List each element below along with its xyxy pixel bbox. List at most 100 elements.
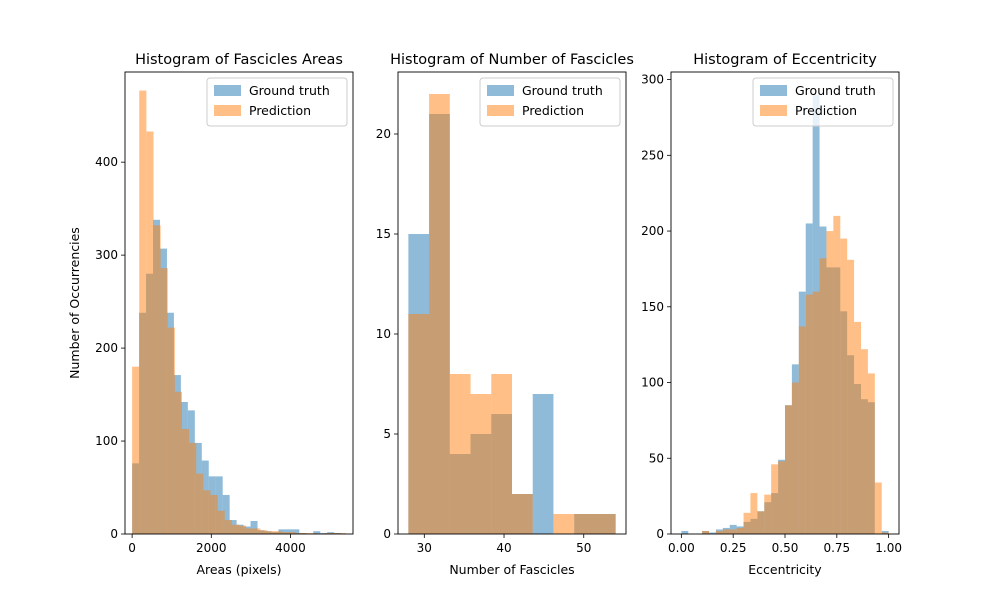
legend-swatch bbox=[760, 105, 787, 116]
histogram-bar bbox=[167, 327, 175, 534]
histogram-bar bbox=[771, 464, 779, 534]
histogram-bar bbox=[861, 349, 868, 534]
histogram-bar bbox=[750, 493, 758, 534]
histogram-bar bbox=[132, 366, 140, 534]
histogram-bar bbox=[281, 532, 289, 534]
histogram-bar bbox=[260, 530, 268, 534]
histogram-bar bbox=[594, 514, 616, 534]
legend-box bbox=[752, 77, 894, 127]
histogram-bar bbox=[785, 405, 792, 534]
histogram-bar bbox=[303, 533, 311, 534]
x-tick-label: 0.25 bbox=[720, 541, 747, 555]
x-tick-label: 30 bbox=[417, 541, 432, 555]
y-tick-label: 200 bbox=[641, 224, 664, 238]
histogram-bar bbox=[313, 531, 321, 534]
series-prediction-bars bbox=[132, 90, 346, 534]
legend-swatch bbox=[214, 85, 241, 96]
y-tick-label: 250 bbox=[641, 148, 664, 162]
y-tick-label: 0 bbox=[110, 527, 118, 541]
histogram-bar bbox=[253, 528, 261, 534]
histogram-bar bbox=[491, 374, 512, 534]
y-tick-label: 0 bbox=[656, 527, 664, 541]
histogram-bar bbox=[250, 520, 258, 534]
x-axis-label: Areas (pixels) bbox=[196, 562, 281, 577]
histogram-bar bbox=[231, 524, 239, 534]
legend: Ground truth Prediction bbox=[206, 77, 348, 127]
legend-label: Prediction bbox=[795, 103, 857, 118]
histogram-bar bbox=[574, 514, 595, 534]
y-tick-label: 15 bbox=[376, 227, 391, 241]
histogram-bar bbox=[246, 528, 254, 534]
histogram-bar bbox=[798, 326, 806, 534]
histogram-bar bbox=[757, 511, 765, 534]
histogram-bar bbox=[215, 476, 223, 534]
histogram-bar bbox=[408, 314, 430, 534]
histogram-bar bbox=[189, 442, 197, 534]
x-tick-label: 4000 bbox=[275, 541, 306, 555]
histogram-bar bbox=[153, 225, 161, 534]
histogram-bar bbox=[826, 231, 834, 534]
chart-title: Histogram of Number of Fascicles bbox=[390, 52, 634, 68]
y-tick-label: 150 bbox=[641, 300, 664, 314]
histogram-bar bbox=[708, 532, 716, 534]
histogram-bar bbox=[324, 533, 332, 534]
chart-title: Histogram of Eccentricity bbox=[693, 52, 877, 68]
histogram-bar bbox=[292, 529, 300, 534]
histogram-bar bbox=[267, 531, 275, 534]
histogram-bar bbox=[722, 529, 730, 534]
histogram-panel-2: 30 40 50 0 5 10 15 20 Histogram of Number of Fas… bbox=[376, 52, 634, 577]
histogram-bar bbox=[854, 321, 862, 534]
histogram-bar bbox=[274, 531, 282, 534]
histogram-bar bbox=[702, 530, 709, 534]
histogram-bar bbox=[288, 532, 296, 534]
histogram-bar bbox=[222, 494, 230, 534]
histogram-bar bbox=[812, 291, 820, 534]
y-tick-label: 100 bbox=[641, 376, 664, 390]
histogram-bar bbox=[160, 268, 168, 534]
histogram-bar bbox=[553, 514, 575, 534]
x-tick-label: 0.50 bbox=[772, 541, 799, 555]
legend-box bbox=[479, 77, 621, 127]
histogram-bar bbox=[224, 520, 232, 534]
histogram-bar bbox=[174, 391, 182, 534]
histogram-bar bbox=[217, 510, 225, 534]
x-axis-label: Eccentricity bbox=[748, 562, 822, 577]
histogram-bar bbox=[729, 529, 737, 534]
series-prediction-bars bbox=[408, 94, 616, 534]
histogram-bar bbox=[139, 90, 147, 534]
histogram-bar bbox=[310, 533, 318, 534]
legend-box bbox=[206, 77, 348, 127]
y-tick-label: 0 bbox=[383, 527, 391, 541]
y-tick-label: 300 bbox=[95, 248, 118, 262]
histogram-bar bbox=[429, 94, 450, 534]
legend-swatch bbox=[214, 105, 241, 116]
legend-swatch bbox=[760, 85, 787, 96]
histogram-bar bbox=[331, 533, 339, 534]
histogram-bar bbox=[681, 530, 689, 534]
histogram-bar bbox=[449, 374, 471, 534]
axes-frame bbox=[397, 71, 627, 535]
x-tick-label: 0.00 bbox=[668, 541, 695, 555]
legend-label: Prediction bbox=[249, 103, 311, 118]
x-tick-label: 50 bbox=[576, 541, 591, 555]
histogram-panel-3: 0.00 0.25 0.50 0.75 1.00 0 50 100 150 200 250 300 Hi… bbox=[641, 52, 902, 577]
histogram-bar bbox=[847, 259, 855, 534]
histogram-bar bbox=[819, 258, 827, 534]
legend: Ground truth Prediction bbox=[479, 77, 621, 127]
histogram-bar bbox=[338, 533, 346, 534]
histogram-bar bbox=[203, 490, 211, 534]
series-prediction-bars bbox=[702, 215, 889, 534]
histogram-bar bbox=[196, 473, 204, 534]
histogram-bar bbox=[470, 394, 492, 534]
y-tick-label: 100 bbox=[95, 434, 118, 448]
legend-label: Ground truth bbox=[249, 83, 330, 98]
y-tick-label: 50 bbox=[649, 451, 664, 465]
histogram-bar bbox=[278, 529, 286, 534]
histogram-bar bbox=[532, 394, 554, 534]
histogram-bar bbox=[146, 131, 154, 534]
x-tick-label: 40 bbox=[496, 541, 511, 555]
y-tick-label: 200 bbox=[95, 341, 118, 355]
histogram-bar bbox=[736, 527, 744, 534]
legend-label: Ground truth bbox=[795, 83, 876, 98]
